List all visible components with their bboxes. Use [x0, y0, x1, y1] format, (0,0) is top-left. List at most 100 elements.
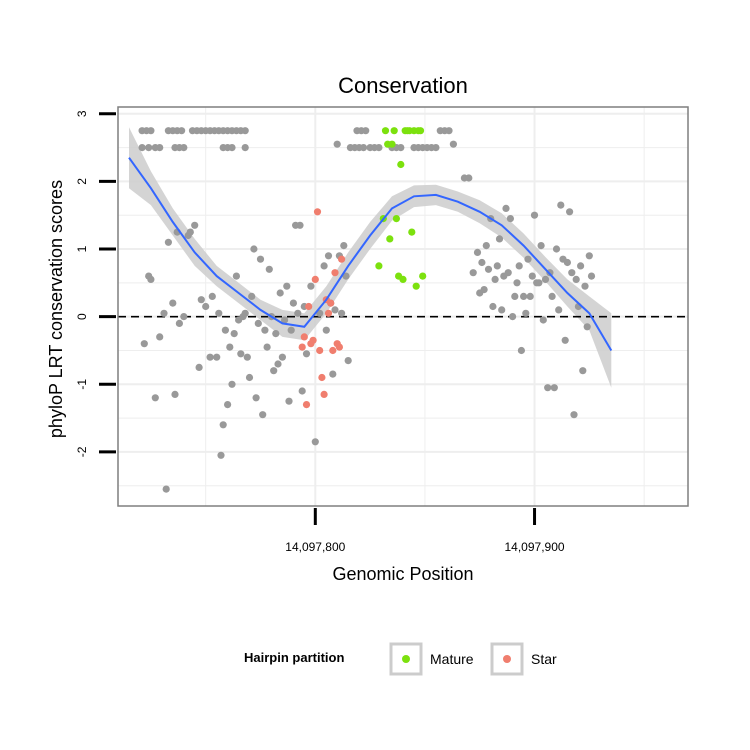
smooth-line [128, 157, 613, 352]
y-tick-label: -1 [75, 379, 89, 390]
point-mature [388, 140, 396, 148]
plot-panel [117, 106, 689, 507]
point-other [248, 292, 256, 300]
point-other [344, 357, 352, 365]
point-other [362, 127, 370, 135]
point-other [162, 485, 170, 493]
point-other [526, 292, 534, 300]
point-star [309, 336, 317, 344]
point-star [335, 343, 343, 351]
y-tick-label: -2 [75, 446, 89, 457]
point-star [324, 309, 333, 317]
point-other [186, 228, 194, 236]
point-other [241, 144, 249, 152]
point-other [256, 255, 265, 263]
point-star [327, 299, 335, 307]
legend-dot-star [503, 655, 511, 663]
point-other [178, 127, 186, 135]
point-other [445, 127, 453, 135]
point-other [338, 309, 346, 317]
point-other [217, 451, 225, 459]
point-other [151, 394, 159, 402]
point-other [482, 242, 490, 250]
point-other [322, 326, 330, 334]
point-other [517, 346, 526, 355]
point-mature [408, 228, 416, 236]
point-other [432, 144, 440, 152]
point-star [320, 390, 328, 398]
point-other [581, 282, 589, 290]
point-other [294, 309, 302, 317]
point-other [226, 343, 234, 351]
point-other [508, 313, 517, 321]
y-tick-label: 0 [75, 313, 89, 320]
point-other [285, 397, 293, 405]
point-other [568, 269, 576, 277]
point-other [469, 269, 477, 277]
point-other [506, 215, 514, 223]
point-other [281, 316, 289, 324]
point-other [219, 421, 227, 429]
point-star [318, 373, 326, 382]
point-other [555, 306, 563, 314]
point-other [473, 248, 482, 256]
point-other [263, 343, 271, 351]
point-star [298, 343, 306, 351]
point-other [213, 353, 221, 361]
legend-label-mature: Mature [430, 651, 474, 667]
point-star [338, 255, 346, 263]
point-other [287, 326, 295, 334]
point-other [272, 330, 280, 338]
point-other [175, 319, 183, 327]
point-other [147, 275, 155, 283]
point-other [311, 438, 319, 446]
legend-dot-mature [402, 655, 410, 663]
point-star [300, 333, 308, 341]
point-other [224, 401, 232, 409]
point-other [278, 353, 286, 361]
point-other [221, 326, 229, 334]
point-other [397, 144, 405, 152]
point-other [579, 367, 587, 375]
point-other [511, 292, 519, 300]
point-other [515, 262, 523, 270]
point-mature [386, 235, 394, 243]
point-other [241, 127, 249, 135]
scatter-points [138, 127, 596, 493]
point-other [147, 127, 155, 135]
point-mature [419, 272, 427, 280]
point-other [230, 330, 238, 338]
point-other [375, 144, 383, 152]
point-other [495, 235, 504, 243]
point-other [577, 262, 585, 270]
point-other [520, 292, 528, 300]
point-other [493, 262, 501, 270]
point-other [570, 411, 578, 419]
point-other [502, 204, 510, 212]
y-tick-label: 3 [75, 110, 89, 117]
point-star [311, 275, 319, 283]
point-other [259, 411, 267, 419]
point-other [195, 363, 203, 371]
point-star [305, 302, 313, 311]
point-other [498, 306, 506, 314]
legend-label-star: Star [531, 651, 557, 667]
point-other [276, 289, 284, 297]
point-other [537, 242, 545, 250]
point-other [340, 242, 348, 250]
point-other [535, 279, 543, 287]
point-other [156, 144, 164, 152]
point-other [296, 221, 304, 229]
point-other [164, 238, 172, 246]
point-mature [397, 160, 405, 169]
point-other [261, 326, 269, 334]
point-mature [375, 262, 383, 270]
panel-border [117, 106, 689, 507]
point-other [169, 299, 177, 307]
point-other [484, 265, 493, 273]
point-other [513, 279, 521, 287]
point-other [572, 275, 580, 283]
point-other [180, 313, 188, 321]
legend: Hairpin partition Mature Star [244, 642, 557, 676]
